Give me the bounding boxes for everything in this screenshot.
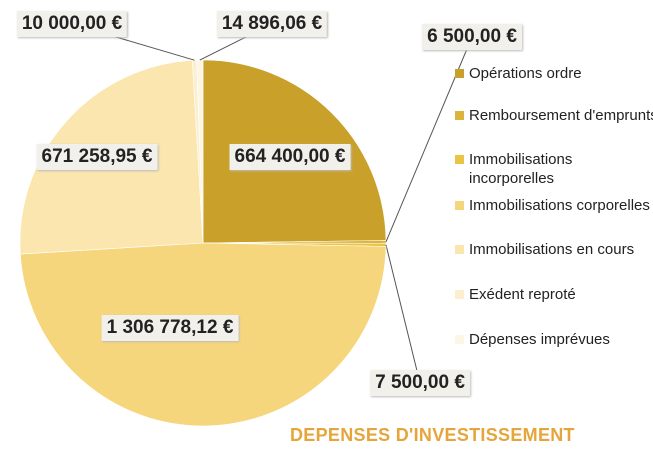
legend-label: Opérations ordre [469,65,582,82]
legend-label: Immobilisations incorporelles [469,151,573,187]
legend-label: Immobilisations corporelles [469,197,650,214]
legend-label: Remboursement d'emprunts [469,107,653,124]
legend-item: Immobilisations incorporelles [455,150,653,188]
legend-swatch [455,155,464,164]
legend-swatch [455,201,464,210]
legend-label: Exédent reproté [469,286,576,303]
value-label: 6 500,00 € [422,24,522,50]
legend-item: Immobilisations en cours [455,240,653,259]
legend-item: Remboursement d'emprunts [455,106,653,125]
legend-swatch [455,290,464,299]
value-label: 7 500,00 € [370,370,470,396]
chart-title: DEPENSES D'INVESTISSEMENT [290,425,575,445]
legend-swatch [455,69,464,78]
value-label: 14 896,06 € [216,11,328,37]
value-label: 671 258,95 € [36,144,158,170]
legend-swatch [455,111,464,120]
legend-item: Exédent reproté [455,285,653,304]
legend-item: Dépenses imprévues [455,330,653,349]
value-label: 664 400,00 € [229,144,351,170]
legend-label: Immobilisations en cours [469,241,635,258]
value-label: 10 000,00 € [16,11,128,37]
leader-line [385,244,421,384]
value-label: 1 306 778,12 € [101,315,239,341]
legend-item: Opérations ordre [455,64,653,83]
pie-slice [196,59,204,244]
legend-item: Immobilisations corporelles [455,196,653,215]
legend-swatch [455,245,464,254]
legend-swatch [455,335,464,344]
legend-label: Dépenses imprévues [469,331,610,348]
